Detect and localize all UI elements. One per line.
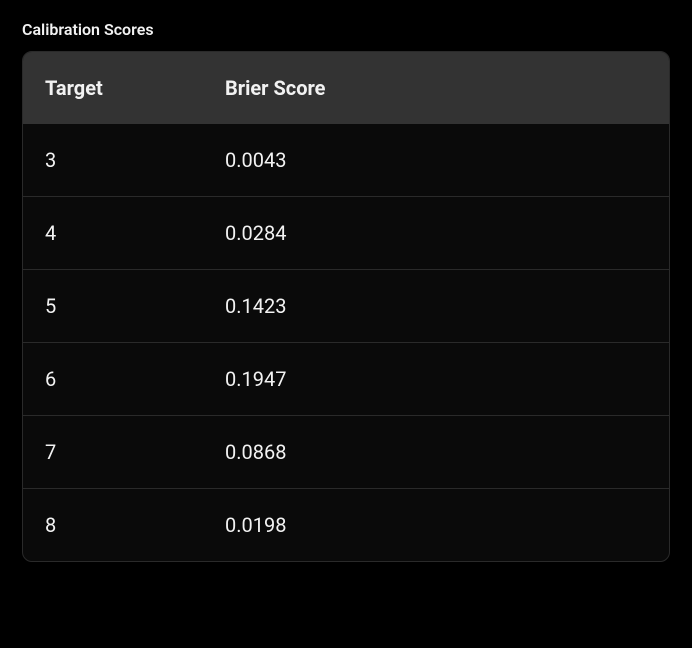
cell-target: 7 <box>23 416 203 489</box>
cell-brier: 0.0284 <box>203 197 669 270</box>
table-row: 8 0.0198 <box>23 489 669 562</box>
cell-brier: 0.1423 <box>203 270 669 343</box>
calibration-panel: Calibration Scores Target Brier Score 3 … <box>0 0 692 584</box>
table-header-row: Target Brier Score <box>23 52 669 124</box>
table-row: 7 0.0868 <box>23 416 669 489</box>
table-row: 4 0.0284 <box>23 197 669 270</box>
cell-brier: 0.1947 <box>203 343 669 416</box>
cell-target: 4 <box>23 197 203 270</box>
table-wrapper: Target Brier Score 3 0.0043 4 0.0284 5 0… <box>22 51 670 562</box>
cell-target: 5 <box>23 270 203 343</box>
col-header-target: Target <box>23 52 203 124</box>
cell-brier: 0.0198 <box>203 489 669 562</box>
cell-target: 8 <box>23 489 203 562</box>
table-header: Target Brier Score <box>23 52 669 124</box>
col-header-brier: Brier Score <box>203 52 669 124</box>
cell-brier: 0.0868 <box>203 416 669 489</box>
calibration-table: Target Brier Score 3 0.0043 4 0.0284 5 0… <box>23 52 669 561</box>
cell-brier: 0.0043 <box>203 124 669 197</box>
table-row: 5 0.1423 <box>23 270 669 343</box>
table-row: 6 0.1947 <box>23 343 669 416</box>
cell-target: 6 <box>23 343 203 416</box>
panel-title: Calibration Scores <box>22 20 670 39</box>
table-row: 3 0.0043 <box>23 124 669 197</box>
table-body: 3 0.0043 4 0.0284 5 0.1423 6 0.1947 7 <box>23 124 669 561</box>
cell-target: 3 <box>23 124 203 197</box>
